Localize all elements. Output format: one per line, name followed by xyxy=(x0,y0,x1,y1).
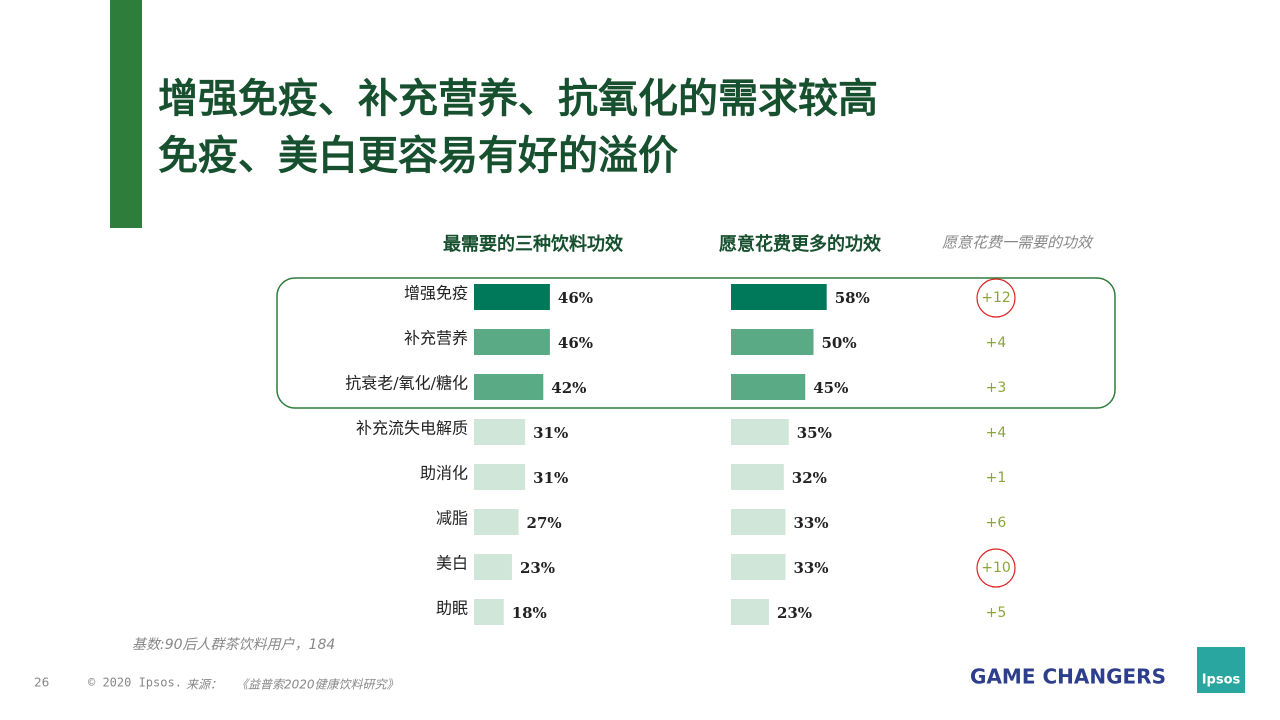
bar xyxy=(731,599,769,625)
bar xyxy=(731,284,827,310)
difference-label: +6 xyxy=(986,515,1007,531)
value-label: 46% xyxy=(558,289,593,307)
value-label: 35% xyxy=(797,424,832,442)
value-label: 32% xyxy=(792,469,827,487)
difference-title: 愿意花费一需要的功效 xyxy=(942,234,1094,252)
category-label: 抗衰老/氧化/糖化 xyxy=(345,374,468,393)
bar xyxy=(474,329,550,355)
category-label: 助眠 xyxy=(436,599,468,618)
category-label: 补充营养 xyxy=(404,329,468,348)
value-label: 18% xyxy=(512,604,547,622)
value-label: 31% xyxy=(533,424,568,442)
bar xyxy=(474,374,544,400)
bar xyxy=(474,509,519,535)
difference-label: +10 xyxy=(981,560,1011,576)
title-line: 免疫、美白更容易有好的溢价 xyxy=(158,133,678,179)
value-label: 23% xyxy=(777,604,812,622)
value-label: 45% xyxy=(813,379,848,397)
logo: Ipsos xyxy=(1202,673,1241,688)
title-line: 增强免疫、补充营养、抗氧化的需求较高 xyxy=(158,76,878,122)
bar xyxy=(474,464,526,490)
bar xyxy=(731,419,789,445)
footnote: 基数:90后人群茶饮料用户，184 xyxy=(132,637,335,653)
category-label: 减脂 xyxy=(436,509,468,528)
value-label: 31% xyxy=(533,469,568,487)
bar xyxy=(474,599,504,625)
source: 《益普索2020健康饮料研究》 xyxy=(236,678,399,692)
highlight-box xyxy=(276,277,1116,409)
brand: GAME CHANGERS xyxy=(970,665,1166,689)
bar xyxy=(731,464,784,490)
category-label: 增强免疫 xyxy=(404,284,468,303)
difference-label: +12 xyxy=(981,290,1011,306)
logo-box xyxy=(1197,647,1245,693)
bar xyxy=(474,284,550,310)
bar xyxy=(731,329,814,355)
value-label: 46% xyxy=(558,334,593,352)
value-label: 42% xyxy=(551,379,586,397)
chart-title: 最需要的三种饮料功效 xyxy=(443,233,624,255)
value-label: 27% xyxy=(527,514,562,532)
chart-title: 愿意花费更多的功效 xyxy=(719,233,882,255)
difference-label: +4 xyxy=(986,335,1007,351)
value-label: 58% xyxy=(835,289,870,307)
highlight-circle xyxy=(976,548,1016,588)
bar xyxy=(731,374,806,400)
copyright: © 2020 Ipsos. xyxy=(88,676,182,690)
value-label: 50% xyxy=(822,334,857,352)
value-label: 33% xyxy=(793,559,828,577)
bar xyxy=(731,509,786,535)
source-label: 来源： xyxy=(186,678,222,692)
value-label: 23% xyxy=(520,559,555,577)
difference-label: +5 xyxy=(986,605,1007,621)
difference-label: +4 xyxy=(986,425,1007,441)
highlight-circle xyxy=(976,278,1016,318)
difference-label: +3 xyxy=(986,380,1007,396)
bar xyxy=(474,419,526,445)
category-label: 补充流失电解质 xyxy=(356,419,468,438)
page-number: 26 xyxy=(34,676,49,690)
bar xyxy=(474,554,512,580)
value-label: 33% xyxy=(793,514,828,532)
accent-bar xyxy=(110,0,142,228)
difference-label: +1 xyxy=(986,470,1007,486)
category-label: 助消化 xyxy=(420,464,468,483)
bar xyxy=(731,554,786,580)
category-label: 美白 xyxy=(436,554,468,573)
